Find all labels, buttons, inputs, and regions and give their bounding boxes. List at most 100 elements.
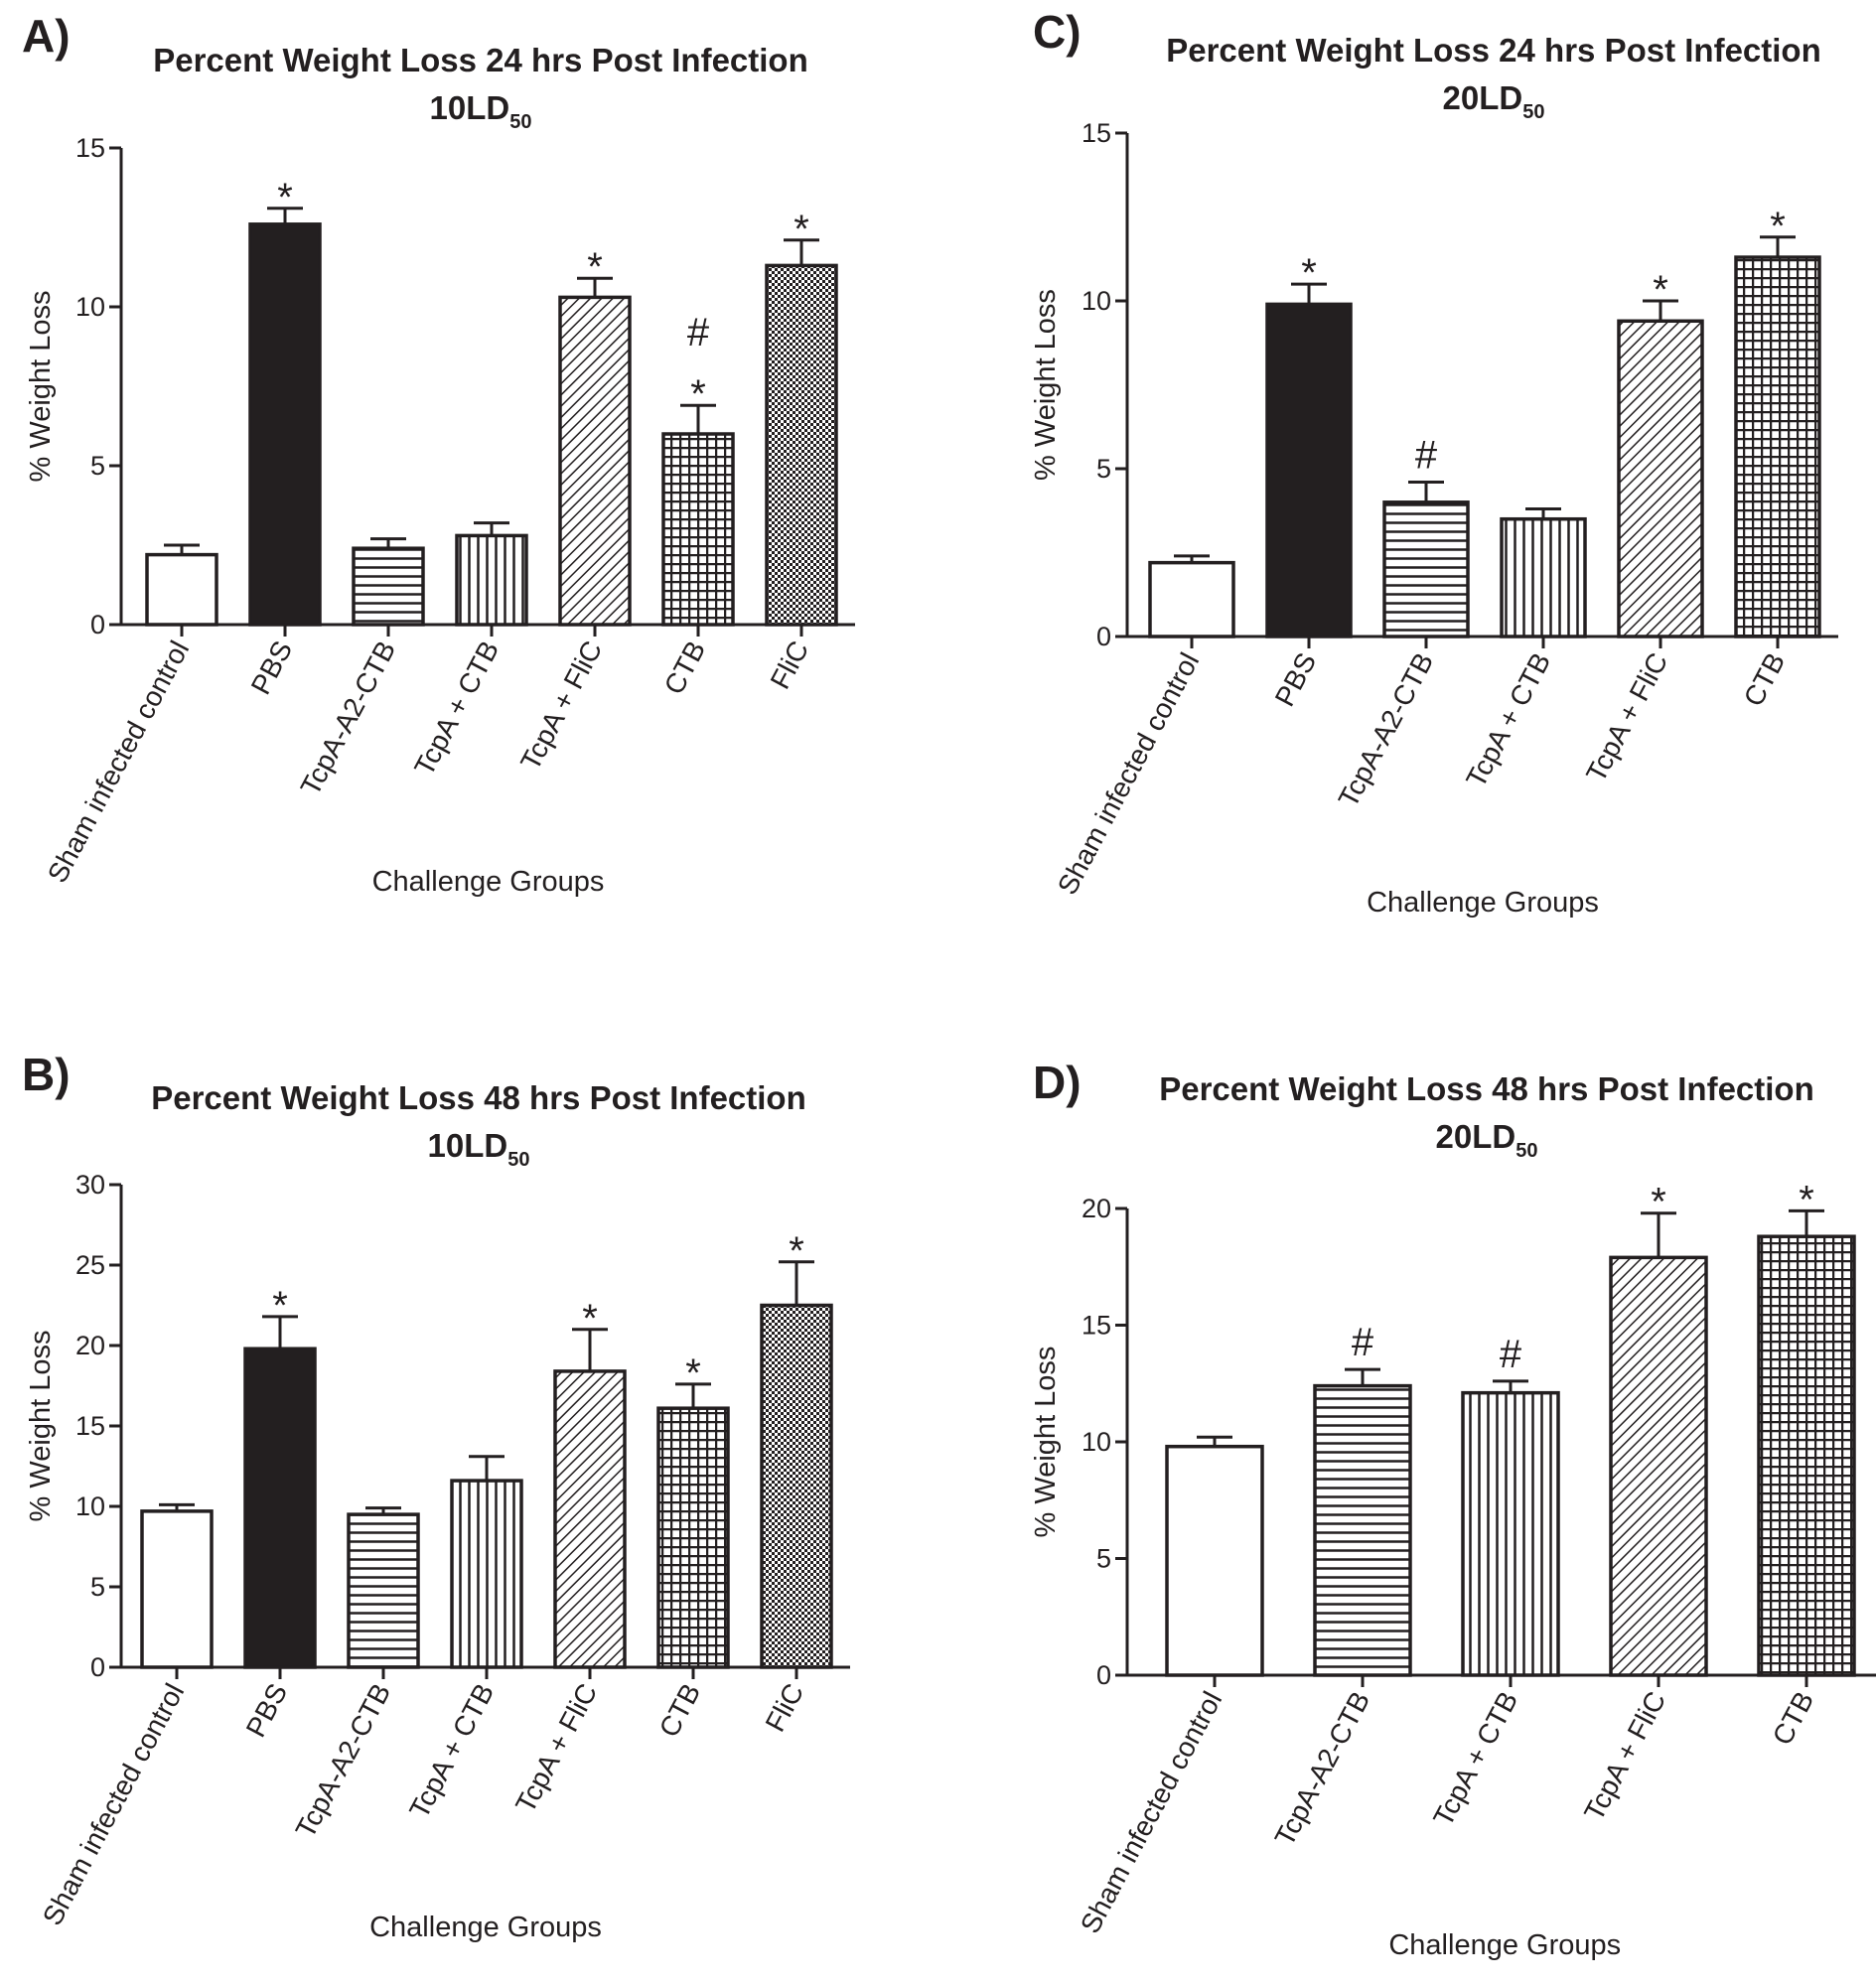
y-tick-label: 30 <box>75 1170 105 1200</box>
significance-hash: # <box>1500 1333 1522 1376</box>
significance-star: * <box>690 372 706 416</box>
bar <box>243 1347 317 1669</box>
panel-label: B) <box>22 1049 71 1100</box>
category-label: PBS <box>240 1678 294 1742</box>
bar <box>661 432 735 627</box>
bar <box>1265 302 1353 638</box>
category-label: CTB <box>1738 647 1792 711</box>
significance-star: * <box>794 208 809 251</box>
category-label: Sham infected control <box>1075 1686 1228 1938</box>
panel-c: C) Percent Weight Loss 24 hrs Post Infect… <box>1030 6 1838 919</box>
y-tick-label: 20 <box>75 1331 105 1360</box>
bar <box>352 546 425 627</box>
panel-label: A) <box>22 10 71 62</box>
x-axis-label: Challenge Groups <box>369 1912 602 1943</box>
panel-a: A) Percent Weight Loss 24 hrs Post Infect… <box>22 10 855 898</box>
category-label: FliC <box>760 1678 810 1736</box>
category-label: TcpA + FliC <box>1580 647 1673 786</box>
y-tick-label: 5 <box>90 1572 105 1602</box>
y-tick-label: 0 <box>1096 1660 1111 1690</box>
category-label: CTB <box>653 1678 707 1742</box>
significance-star: * <box>1799 1178 1814 1221</box>
category-label: TcpA + FliC <box>514 636 608 775</box>
category-label: TcpA-A2-CTB <box>295 636 402 800</box>
chart-title: Percent Weight Loss 48 hrs Post Infectio… <box>1159 1070 1814 1107</box>
category-label: PBS <box>245 636 299 699</box>
bar <box>656 1406 730 1669</box>
bar <box>145 552 218 627</box>
significance-star: * <box>1770 205 1786 248</box>
y-tick-label: 15 <box>75 133 105 163</box>
bar <box>1757 1234 1856 1677</box>
category-label: TcpA + FliC <box>509 1678 603 1817</box>
chart-subtitle: 20LD50 <box>1443 79 1545 123</box>
bar <box>760 1303 833 1669</box>
bar <box>140 1509 214 1669</box>
category-label: Sham infected control <box>42 636 196 888</box>
chart-title: Percent Weight Loss 48 hrs Post Infectio… <box>151 1079 806 1116</box>
category-label: PBS <box>1269 647 1323 711</box>
chart-title: Percent Weight Loss 24 hrs Post Infectio… <box>153 42 808 78</box>
bar <box>1734 255 1821 638</box>
bar <box>1617 319 1704 638</box>
y-axis-label: % Weight Loss <box>25 291 57 483</box>
chart-title: Percent Weight Loss 24 hrs Post Infectio… <box>1166 32 1821 69</box>
chart-subtitle: 20LD50 <box>1436 1118 1538 1162</box>
category-label: TcpA-A2-CTB <box>290 1678 397 1843</box>
significance-star: * <box>1653 268 1668 312</box>
category-label: FliC <box>765 636 815 693</box>
category-label: TcpA + FliC <box>1578 1686 1671 1825</box>
bar <box>450 1479 523 1669</box>
y-tick-label: 10 <box>1082 286 1111 316</box>
category-label: TcpA + CTB <box>1427 1686 1523 1831</box>
y-tick-label: 5 <box>1096 1544 1111 1574</box>
bar <box>1148 560 1235 638</box>
x-axis-label: Challenge Groups <box>1367 887 1599 919</box>
bar <box>455 533 528 627</box>
chart-subtitle: 10LD50 <box>430 89 532 133</box>
bar <box>1609 1255 1708 1677</box>
y-tick-label: 15 <box>75 1411 105 1441</box>
chart-subtitle: 10LD50 <box>428 1127 530 1171</box>
significance-hash: # <box>1415 434 1438 478</box>
significance-star: * <box>685 1351 701 1395</box>
significance-star: * <box>272 1284 288 1328</box>
significance-star: * <box>1301 251 1317 295</box>
panel-d: D) Percent Weight Loss 48 hrs Post Infect… <box>1030 1057 1876 1961</box>
y-tick-label: 0 <box>90 610 105 639</box>
x-axis-label: Challenge Groups <box>1388 1929 1621 1961</box>
category-label: Sham infected control <box>37 1678 191 1930</box>
bar <box>1313 1383 1412 1677</box>
y-tick-label: 10 <box>75 292 105 322</box>
y-axis-label: % Weight Loss <box>1030 289 1062 481</box>
category-label: CTB <box>658 636 712 699</box>
panel-label: C) <box>1033 6 1082 58</box>
y-tick-label: 15 <box>1082 118 1111 148</box>
y-tick-label: 5 <box>90 451 105 481</box>
significance-hash: # <box>1352 1321 1374 1364</box>
significance-star: * <box>789 1229 804 1273</box>
bar <box>1461 1390 1560 1677</box>
y-axis-label: % Weight Loss <box>25 1331 57 1522</box>
bar <box>1500 516 1587 638</box>
bar <box>553 1369 627 1669</box>
category-label: CTB <box>1767 1686 1820 1750</box>
bar <box>1382 500 1470 638</box>
y-tick-label: 10 <box>1082 1427 1111 1457</box>
significance-hash: # <box>687 311 710 355</box>
category-label: Sham infected control <box>1052 647 1206 900</box>
category-label: TcpA + CTB <box>1460 647 1556 792</box>
panel-b: B) Percent Weight Loss 48 hrs Post Infect… <box>22 1049 850 1943</box>
y-tick-label: 25 <box>75 1250 105 1280</box>
y-tick-label: 20 <box>1082 1194 1111 1223</box>
y-tick-label: 0 <box>90 1652 105 1682</box>
category-label: TcpA-A2-CTB <box>1269 1686 1376 1851</box>
significance-star: * <box>587 245 603 289</box>
y-tick-label: 10 <box>75 1491 105 1521</box>
y-tick-label: 15 <box>1082 1311 1111 1341</box>
significance-star: * <box>277 176 293 219</box>
bar <box>248 222 322 627</box>
category-label: TcpA-A2-CTB <box>1333 647 1440 812</box>
significance-star: * <box>582 1297 598 1341</box>
